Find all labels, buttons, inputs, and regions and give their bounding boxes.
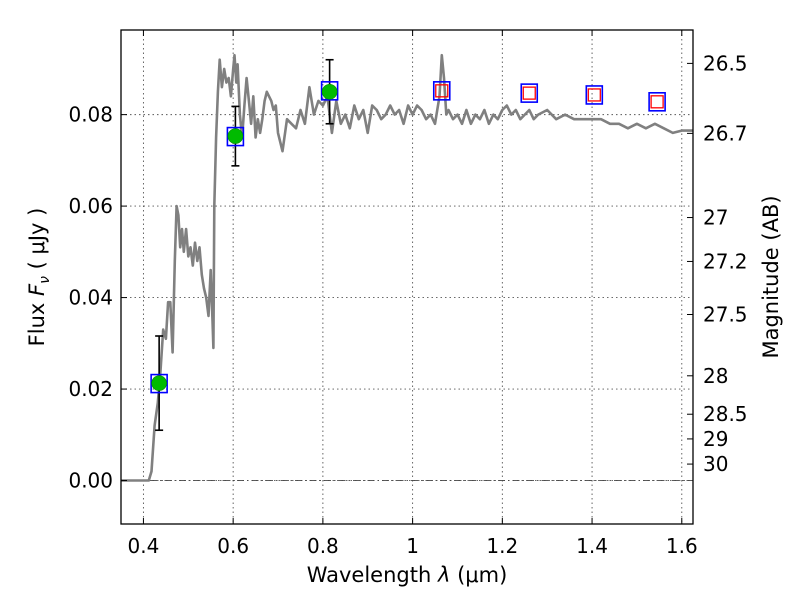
spectrum-series: [121, 53, 693, 482]
y2-tick-label: 27.2: [703, 249, 748, 273]
y2-tick-label: 27: [703, 206, 728, 230]
y2-tick-label: 28: [703, 364, 728, 388]
model-flux-box: [585, 85, 604, 105]
x-tick-label: 1.6: [666, 534, 698, 558]
y-tick-label: 0.08: [68, 103, 113, 127]
y2-tick-label: 26.7: [703, 121, 748, 145]
spectrum-line: [121, 53, 693, 482]
predicted-flux-box: [587, 88, 601, 102]
x-tick-label: 1: [406, 534, 419, 558]
x-tick-label: 1.4: [576, 534, 608, 558]
model-flux-box: [226, 126, 245, 147]
predicted-flux-box: [650, 95, 664, 109]
observed-flux-point: [227, 128, 244, 144]
y-tick-label: 0.04: [68, 286, 113, 310]
markers: [150, 81, 666, 394]
y2-axis-label: Magnitude (AB): [759, 195, 783, 358]
x-tick-label: 0.8: [307, 534, 339, 558]
x-tick-label: 0.4: [128, 534, 160, 558]
model-flux-box: [520, 83, 539, 103]
x-tick-label: 0.6: [217, 534, 249, 558]
model-flux-box: [150, 373, 168, 394]
y2-tick-label: 27.5: [703, 303, 748, 327]
model-flux-box: [320, 81, 339, 101]
y-axis-label: Flux Fν ( μJy ): [25, 208, 53, 347]
y-tick-label: 0.06: [68, 194, 113, 218]
model-flux-box: [648, 92, 666, 112]
axis-ticks: 0.4 0.6 0.8 1 1.2 1.4 1.6 0.00 0.02 0.04 0.06 0.08 2…: [68, 30, 748, 558]
x-axis-label: Wavelength λ (μm): [307, 563, 508, 587]
x-tick-label: 1.2: [486, 534, 518, 558]
observed-flux-point: [151, 375, 167, 391]
y2-tick-label: 26.5: [703, 51, 748, 75]
y-tick-label: 0.02: [68, 377, 113, 401]
plot-background: [121, 30, 693, 524]
y-tick-label: 0.00: [68, 469, 113, 493]
y2-tick-label: 29: [703, 427, 728, 451]
y2-tick-label: 28.5: [703, 402, 748, 426]
predicted-flux-box: [435, 84, 449, 98]
model-flux-box: [432, 81, 451, 101]
y2-tick-label: 30: [703, 452, 728, 476]
observed-flux-point: [321, 83, 338, 100]
plot-frame: [120, 29, 694, 525]
predicted-flux-box: [522, 86, 536, 100]
